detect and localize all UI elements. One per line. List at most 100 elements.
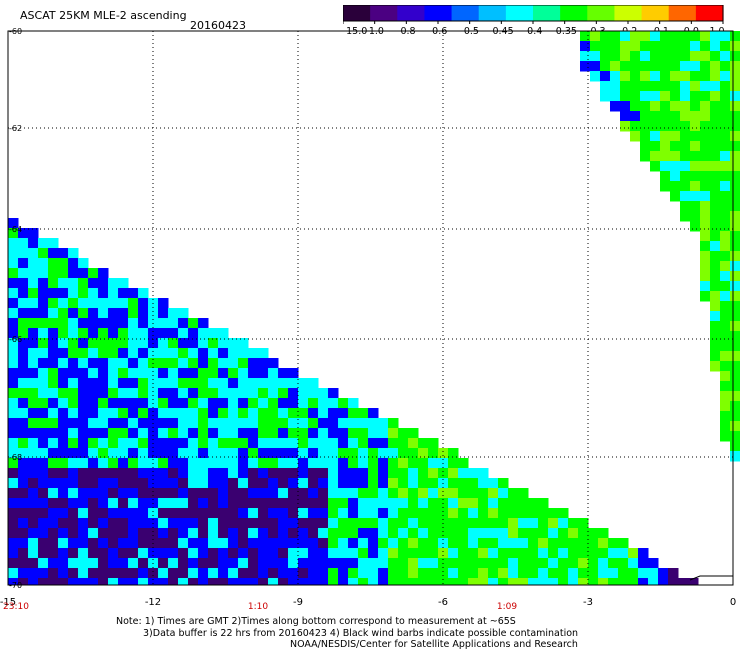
swath-cell bbox=[670, 51, 681, 62]
swath-cell bbox=[48, 298, 59, 309]
swath-cell bbox=[508, 548, 519, 559]
swath-cell bbox=[358, 468, 369, 479]
swath-cell bbox=[28, 348, 39, 359]
swath-cell bbox=[650, 161, 661, 172]
swath-cell bbox=[48, 398, 59, 409]
swath-cell bbox=[448, 518, 459, 529]
swath-cell bbox=[318, 398, 329, 409]
swath-cell bbox=[168, 318, 179, 329]
swath-cell bbox=[8, 288, 19, 299]
swath-cell bbox=[368, 428, 379, 439]
swath-cell bbox=[578, 578, 589, 585]
swath-cell bbox=[118, 418, 129, 429]
swath-cell bbox=[128, 408, 139, 419]
swath-cell bbox=[88, 478, 99, 489]
swath-cell bbox=[58, 498, 69, 509]
swath-cell bbox=[18, 378, 29, 389]
swath-cell bbox=[58, 388, 69, 399]
swath-cell bbox=[198, 378, 209, 389]
swath-cell bbox=[68, 288, 79, 299]
swath-cell bbox=[568, 578, 579, 585]
swath-cell bbox=[690, 161, 701, 172]
swath-cell bbox=[700, 151, 711, 162]
swath-cell bbox=[158, 348, 169, 359]
swath-cell bbox=[248, 448, 259, 459]
swath-cell bbox=[598, 528, 609, 539]
swath-cell bbox=[178, 508, 189, 519]
swath-cell bbox=[298, 498, 309, 509]
swath-cell bbox=[588, 538, 599, 549]
swath-cell bbox=[238, 388, 249, 399]
swath-cell bbox=[58, 508, 69, 519]
swath-cell bbox=[48, 488, 59, 499]
swath-cell bbox=[730, 111, 740, 122]
swath-cell bbox=[368, 478, 379, 489]
swath-cell bbox=[138, 288, 149, 299]
swath-cell bbox=[700, 141, 711, 152]
swath-cell bbox=[8, 428, 19, 439]
swath-cell bbox=[188, 528, 199, 539]
swath-cell bbox=[178, 518, 189, 529]
swath-cell bbox=[108, 378, 119, 389]
swath-cell bbox=[88, 578, 99, 585]
swath-cell bbox=[438, 508, 449, 519]
swath-cell bbox=[108, 308, 119, 319]
swath-cell bbox=[138, 488, 149, 499]
swath-cell bbox=[108, 298, 119, 309]
swath-cell bbox=[478, 508, 489, 519]
swath-cell bbox=[720, 201, 731, 212]
swath-cell bbox=[88, 558, 99, 569]
colorbar-swatch bbox=[424, 5, 453, 21]
swath-cell bbox=[558, 528, 569, 539]
swath-cell bbox=[358, 488, 369, 499]
swath-cell bbox=[660, 91, 671, 102]
swath-cell bbox=[670, 151, 681, 162]
swath-cell bbox=[428, 578, 439, 585]
swath-cell bbox=[178, 548, 189, 559]
swath-cell bbox=[278, 528, 289, 539]
swath-cell bbox=[68, 488, 79, 499]
swath-cell bbox=[18, 558, 29, 569]
swath-cell bbox=[600, 91, 611, 102]
swath-cell bbox=[238, 378, 249, 389]
swath-cell bbox=[158, 488, 169, 499]
swath-cell bbox=[438, 448, 449, 459]
swath-cell bbox=[218, 478, 229, 489]
swath-cell bbox=[258, 498, 269, 509]
swath-cell bbox=[218, 448, 229, 459]
swath-cell bbox=[368, 538, 379, 549]
swath-cell bbox=[78, 448, 89, 459]
swath-cell bbox=[428, 508, 439, 519]
swath-cell bbox=[638, 558, 649, 569]
swath-cell bbox=[188, 368, 199, 379]
swath-cell bbox=[118, 568, 129, 579]
swath-cell bbox=[98, 308, 109, 319]
swath-cell bbox=[258, 468, 269, 479]
swath-cell bbox=[398, 448, 409, 459]
swath-cell bbox=[628, 578, 639, 585]
swath-cell bbox=[8, 228, 19, 239]
swath-cell bbox=[58, 358, 69, 369]
swath-cell bbox=[720, 411, 731, 422]
swath-cell bbox=[308, 568, 319, 579]
swath-cell bbox=[28, 378, 39, 389]
swath-cell bbox=[198, 358, 209, 369]
swath-cell bbox=[78, 398, 89, 409]
swath-cell bbox=[720, 71, 731, 82]
swath-cell bbox=[128, 428, 139, 439]
swath-cell bbox=[660, 61, 671, 72]
swath-cell bbox=[730, 371, 740, 382]
swath-cell bbox=[650, 111, 661, 122]
swath-cell bbox=[98, 278, 109, 289]
swath-cell bbox=[78, 468, 89, 479]
swath-cell bbox=[48, 258, 59, 269]
swath-cell bbox=[328, 478, 339, 489]
swath-cell bbox=[428, 498, 439, 509]
swath-cell bbox=[730, 261, 740, 272]
swath-cell bbox=[538, 548, 549, 559]
swath-cell bbox=[620, 121, 631, 132]
swath-cell bbox=[268, 548, 279, 559]
swath-cell bbox=[248, 538, 259, 549]
swath-cell bbox=[710, 191, 721, 202]
swath-cell bbox=[108, 418, 119, 429]
